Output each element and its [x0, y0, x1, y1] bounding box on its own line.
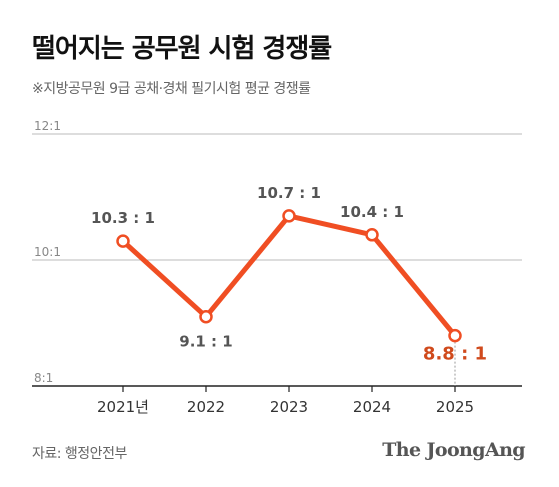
data-label: 10.3 : 1 [91, 209, 155, 227]
data-point [448, 328, 462, 343]
x-tick-label: 2021년 [97, 398, 149, 416]
x-tick-label: 2025 [436, 398, 474, 416]
source-note: 자료: 행정안전부 [32, 446, 127, 462]
data-label: 8.8 : 1 [423, 344, 487, 365]
brand-logo: The JoongAng [382, 439, 525, 461]
data-point [282, 209, 296, 223]
x-tick-label: 2023 [270, 398, 308, 416]
data-point [116, 234, 130, 248]
data-label: 9.1 : 1 [179, 333, 232, 351]
x-tick-label: 2022 [187, 398, 225, 416]
data-point [365, 228, 379, 242]
chart-title: 떨어지는 공무원 시험 경쟁률 [32, 34, 332, 64]
y-tick-label: 10:1 [34, 245, 61, 259]
series-line [120, 213, 458, 339]
chart-subtitle: ※지방공무원 9급 공채·경채 필기시험 평균 경쟁률 [32, 81, 311, 97]
data-label: 10.4 : 1 [340, 203, 404, 221]
y-tick-label: 12:1 [34, 119, 61, 133]
data-point [199, 309, 213, 324]
data-label: 10.7 : 1 [257, 184, 321, 202]
x-tick-label: 2024 [353, 398, 391, 416]
y-tick-label: 8:1 [34, 371, 53, 385]
